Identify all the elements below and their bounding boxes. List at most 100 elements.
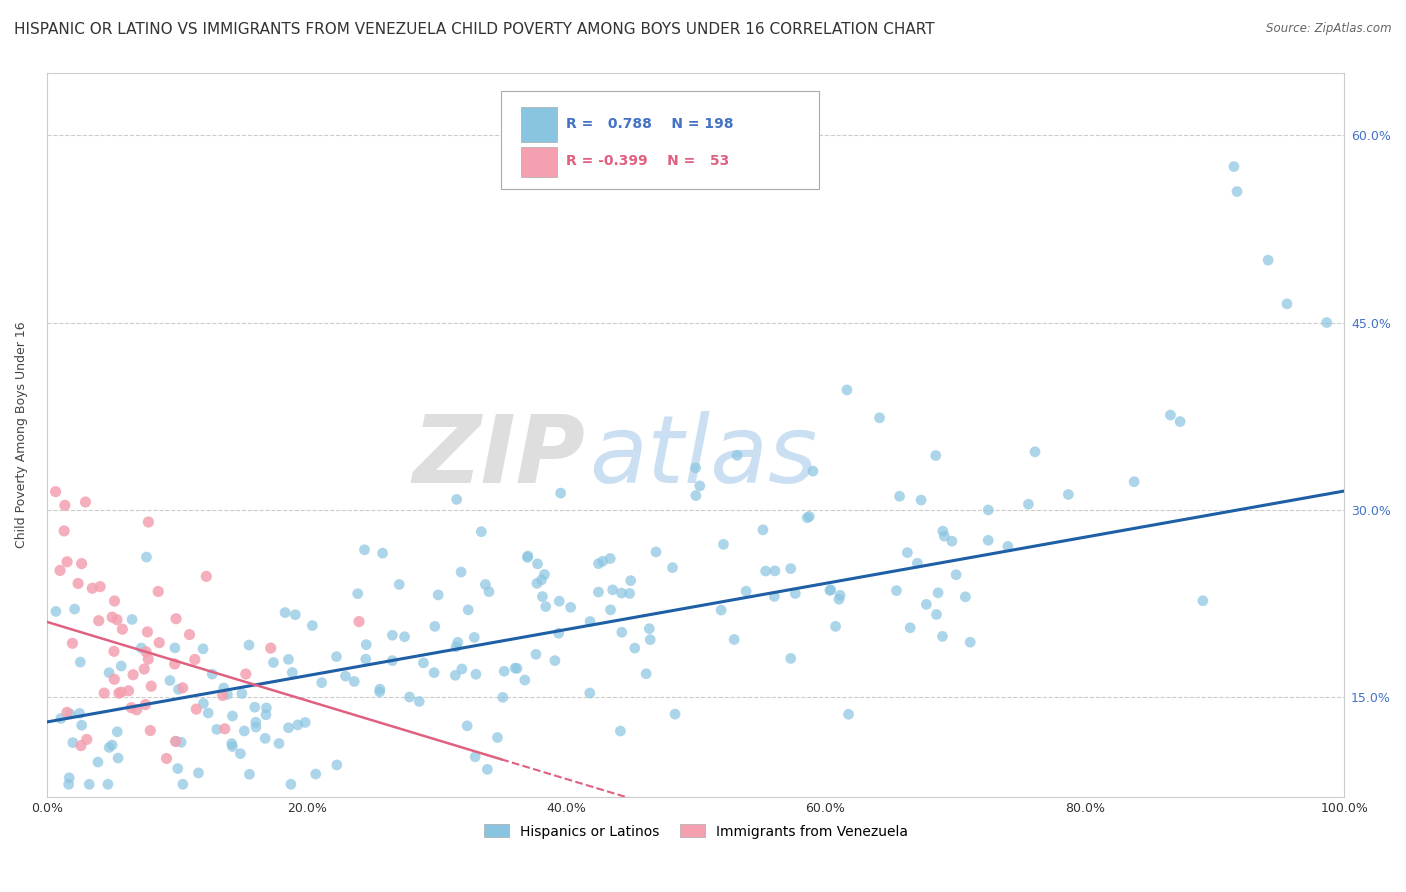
Point [110, 685, 132, 699]
Point [93, 686, 115, 700]
Point [447, 635, 470, 649]
Point [97, 777, 120, 791]
Point [87, 614, 110, 628]
Point [165, 612, 187, 626]
Point [818, 583, 841, 598]
Point [139, 723, 162, 738]
Point [1159, 408, 1181, 422]
Point [779, 651, 801, 665]
Point [835, 383, 858, 397]
Point [898, 621, 921, 635]
Point [1168, 415, 1191, 429]
Point [547, 626, 569, 640]
Point [148, 635, 170, 649]
Point [165, 734, 187, 748]
Point [1123, 475, 1146, 489]
Point [49, 711, 72, 725]
Point [723, 632, 745, 647]
Point [111, 622, 134, 636]
Point [464, 667, 486, 681]
Point [623, 641, 645, 656]
Point [755, 564, 778, 578]
Point [548, 594, 571, 608]
Point [193, 697, 215, 711]
Point [531, 590, 554, 604]
Text: R = -0.399    N =   53: R = -0.399 N = 53 [567, 154, 730, 169]
Point [325, 649, 347, 664]
Point [217, 687, 239, 701]
Point [997, 540, 1019, 554]
Point [56, 555, 79, 569]
Point [233, 723, 256, 738]
Point [59, 706, 82, 721]
Point [534, 599, 557, 614]
Point [959, 635, 981, 649]
Text: atlas: atlas [589, 411, 818, 502]
Point [305, 767, 328, 781]
Point [599, 551, 621, 566]
Point [381, 654, 404, 668]
Point [799, 509, 821, 524]
Y-axis label: Child Poverty Among Boys Under 16: Child Poverty Among Boys Under 16 [15, 321, 28, 549]
Point [828, 592, 851, 607]
Point [159, 673, 181, 688]
Point [214, 722, 236, 736]
Point [526, 557, 548, 571]
Point [184, 652, 207, 666]
Point [105, 724, 128, 739]
Point [136, 652, 159, 666]
Point [638, 632, 661, 647]
Point [335, 669, 357, 683]
Point [368, 682, 391, 697]
Point [277, 652, 299, 666]
Point [544, 654, 567, 668]
Point [221, 709, 243, 723]
Point [120, 700, 142, 714]
Point [905, 556, 928, 570]
Text: Source: ZipAtlas.com: Source: ZipAtlas.com [1267, 22, 1392, 36]
Point [125, 703, 148, 717]
Point [245, 715, 267, 730]
Point [280, 777, 302, 791]
Point [1057, 487, 1080, 501]
Point [830, 588, 852, 602]
Point [70, 739, 93, 753]
Point [412, 656, 434, 670]
Point [347, 615, 370, 629]
Point [221, 739, 243, 754]
Point [103, 672, 125, 686]
Point [62, 735, 84, 749]
Point [235, 667, 257, 681]
Point [53, 498, 76, 512]
Point [49, 563, 72, 577]
Point [785, 586, 807, 600]
Point [101, 610, 124, 624]
Point [725, 449, 748, 463]
Point [77, 777, 100, 791]
Point [464, 749, 486, 764]
Point [354, 638, 377, 652]
Point [75, 495, 97, 509]
Point [941, 534, 963, 549]
Point [101, 738, 124, 752]
Point [560, 600, 582, 615]
Point [108, 686, 131, 700]
Point [170, 735, 193, 749]
Point [578, 686, 600, 700]
Point [201, 667, 224, 681]
Point [588, 557, 610, 571]
Point [287, 718, 309, 732]
Point [368, 685, 391, 699]
Point [371, 546, 394, 560]
Point [713, 537, 735, 551]
FancyBboxPatch shape [520, 147, 557, 178]
Point [444, 640, 467, 654]
Point [550, 486, 572, 500]
Point [294, 715, 316, 730]
Point [513, 673, 536, 687]
Point [524, 648, 547, 662]
Point [820, 582, 842, 597]
Point [915, 598, 938, 612]
Point [254, 701, 277, 715]
Point [526, 576, 548, 591]
